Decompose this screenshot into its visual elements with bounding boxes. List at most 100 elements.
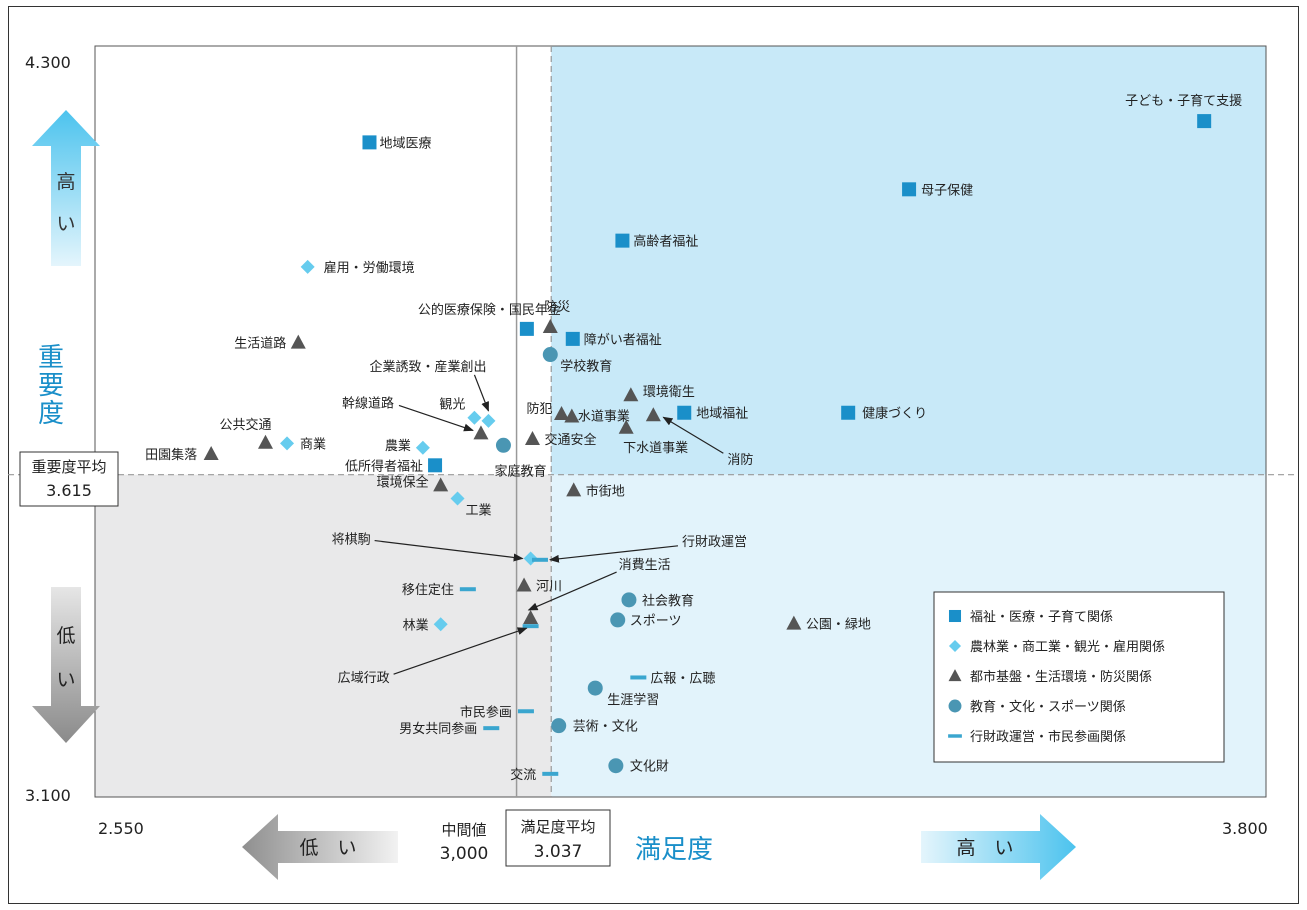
- data-points: 子ども・子育て支援地域医療母子保健高齢者福祉公的医療保険・国民年金障がい者福祉地…: [145, 93, 1242, 783]
- point-label: 低所得者福祉: [345, 458, 423, 474]
- point-marker-industry: [481, 413, 496, 428]
- point-marker-admin: [630, 675, 647, 680]
- callout-arrow: [548, 545, 679, 563]
- point-marker-admin: [483, 726, 500, 731]
- callout-arrow: [374, 539, 524, 562]
- callout-arrows: [374, 374, 724, 675]
- legend-item: 農林業・商工業・観光・雇用関係: [948, 639, 1165, 655]
- legend-marker-admin: [948, 734, 962, 738]
- point-marker-urban: [564, 408, 580, 423]
- svg-text:度: 度: [38, 399, 64, 429]
- data-point: 商業: [280, 436, 326, 452]
- data-point: 市民参画: [460, 704, 534, 720]
- point-marker-education: [621, 592, 637, 608]
- data-point: 農業: [385, 438, 430, 455]
- data-point: 学校教育: [542, 347, 612, 375]
- data-point: 林業: [403, 617, 448, 633]
- plot-area: [94, 45, 1267, 798]
- low-importance-arrow: 低 い: [32, 587, 100, 743]
- data-point: 下水道事業: [618, 419, 688, 456]
- data-point: 観光: [439, 398, 482, 425]
- data-point: 田園集落: [145, 446, 219, 463]
- legend-label: 福祉・医療・子育て関係: [970, 609, 1113, 625]
- data-point: 文化財: [608, 758, 669, 775]
- point-label: 文化財: [630, 760, 669, 775]
- point-marker-welfare: [362, 135, 377, 150]
- svg-text:い: い: [56, 669, 75, 691]
- point-label: 広報・広聴: [650, 671, 715, 686]
- data-point: 消費生活: [523, 558, 671, 625]
- point-label: 環境保全: [377, 474, 429, 490]
- x-tick-max: 3.800: [1222, 819, 1268, 838]
- data-point: 生涯学習: [587, 680, 659, 708]
- point-marker-admin: [531, 557, 548, 562]
- point-marker-industry: [450, 491, 465, 506]
- point-label: 河川: [536, 579, 562, 594]
- point-label: 地域福祉: [696, 407, 748, 422]
- point-marker-urban: [786, 615, 802, 630]
- x-tick-min: 2.550: [98, 819, 144, 838]
- legend-label: 農林業・商工業・観光・雇用関係: [970, 639, 1165, 655]
- callout-arrow: [662, 416, 724, 454]
- point-label: 生活道路: [234, 336, 286, 352]
- legend-marker-urban: [948, 669, 962, 682]
- low-satisfaction-arrow: 低 い: [242, 814, 398, 880]
- point-marker-education: [610, 612, 626, 628]
- point-marker-industry: [523, 551, 538, 566]
- data-point: 広域行政: [338, 624, 539, 686]
- point-marker-welfare: [841, 405, 856, 420]
- svg-text:高 い: 高 い: [956, 837, 1013, 859]
- point-marker-urban: [554, 405, 570, 420]
- data-point: 消防: [645, 407, 753, 468]
- y-axis-title: 重 要 度: [38, 343, 64, 429]
- point-label: 消防: [727, 452, 753, 468]
- point-label: スポーツ: [630, 614, 682, 629]
- data-point: 健康づくり: [841, 405, 927, 422]
- data-point: 市街地: [566, 482, 625, 499]
- quadrant-low-importance-low-satisfaction: [95, 474, 552, 797]
- data-point: 交流: [510, 767, 559, 783]
- data-point: 地域医療: [362, 135, 431, 151]
- data-point: 環境保全: [377, 474, 449, 492]
- point-marker-education: [608, 758, 624, 774]
- data-point: スポーツ: [610, 612, 681, 629]
- point-label: 公共交通: [219, 417, 271, 433]
- data-point: 社会教育: [621, 592, 694, 609]
- point-label: 雇用・労働環境: [324, 260, 415, 276]
- point-marker-urban: [645, 407, 661, 422]
- point-label: 地域医療: [379, 136, 431, 151]
- data-point: 地域福祉: [677, 405, 748, 422]
- satisfaction-average-box: 満足度平均 3.037: [505, 809, 611, 867]
- point-label: 水道事業: [578, 408, 630, 424]
- svg-text:要: 要: [38, 371, 64, 401]
- point-marker-education: [551, 718, 567, 734]
- data-point: 防犯: [527, 401, 570, 420]
- point-label: 下水道事業: [623, 440, 688, 456]
- point-marker-urban: [433, 477, 449, 492]
- point-label: 交通安全: [544, 432, 596, 448]
- point-marker-urban: [542, 318, 558, 333]
- svg-text:重: 重: [38, 343, 64, 373]
- legend-label: 教育・文化・スポーツ関係: [970, 699, 1126, 715]
- point-label: 防災: [544, 299, 570, 315]
- data-point: 男女共同参画: [399, 721, 500, 737]
- point-marker-welfare: [519, 321, 534, 336]
- quadrant-high-importance-high-satisfaction: [551, 46, 1266, 475]
- point-marker-industry: [300, 259, 315, 274]
- point-label: 母子保健: [921, 183, 973, 198]
- legend-item: 教育・文化・スポーツ関係: [948, 699, 1126, 715]
- satisfaction-average-value: 3.037: [534, 842, 583, 862]
- point-label: 幹線道路: [342, 395, 394, 411]
- point-marker-urban: [623, 387, 639, 402]
- point-label: 行財政運営: [682, 535, 747, 550]
- callout-arrow: [527, 571, 617, 611]
- point-label: 企業誘致・産業創出: [369, 359, 486, 375]
- point-label: 交流: [510, 767, 536, 783]
- midpoint-label: 中間値: [441, 821, 486, 839]
- point-label: 生涯学習: [607, 692, 659, 708]
- data-point: 移住定住: [402, 583, 476, 598]
- satisfaction-average-label: 満足度平均: [520, 818, 595, 836]
- svg-text:低 い: 低 い: [299, 837, 356, 859]
- data-point: 水道事業: [564, 408, 630, 424]
- point-marker-urban: [618, 419, 634, 434]
